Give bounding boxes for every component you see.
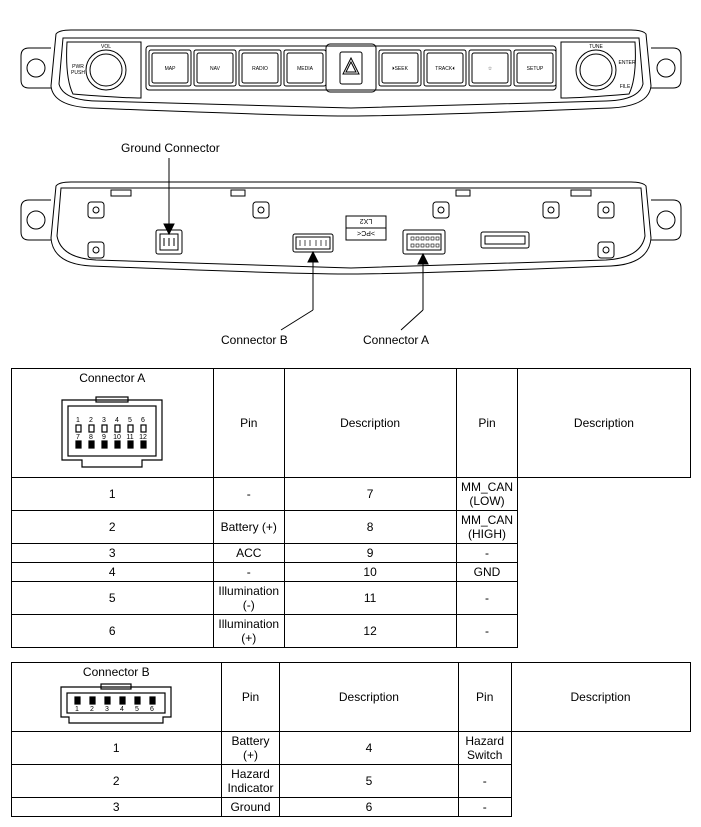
col-pin: Pin <box>458 663 511 732</box>
table-row: 4-10GND <box>11 563 690 582</box>
svg-text:3: 3 <box>102 417 106 424</box>
svg-text:>PC<: >PC< <box>357 229 375 236</box>
svg-text:6: 6 <box>141 417 145 424</box>
svg-text:12: 12 <box>139 434 147 441</box>
table-row: 1-7MM_CAN (LOW) <box>11 478 690 511</box>
svg-text:MAP: MAP <box>164 66 176 72</box>
rear-panel: LX2 >PC< <box>21 182 681 274</box>
front-panel: VOL PWR PUSH TUNE ENTER FILE MAPNAVRADIO… <box>21 30 681 116</box>
ground-connector-label: Ground Connector <box>121 141 220 155</box>
table-row: 6Illumination (+)12- <box>11 615 690 648</box>
col-desc: Description <box>511 663 690 732</box>
svg-text:9: 9 <box>102 434 106 441</box>
svg-text:LX2: LX2 <box>359 217 372 224</box>
svg-text:RADIO: RADIO <box>252 66 268 72</box>
col-desc: Description <box>279 663 458 732</box>
svg-text:☆: ☆ <box>487 66 492 72</box>
table-row: 2Battery (+)8MM_CAN (HIGH) <box>11 511 690 544</box>
svg-text:TUNE: TUNE <box>589 44 603 50</box>
connector-a-table: Connector A 1 7 2 8 3 9 4 10 5 11 6 12 Pin Descript… <box>11 368 691 648</box>
svg-text:2: 2 <box>90 706 94 713</box>
connector-b-title: Connector B <box>16 665 218 679</box>
col-pin: Pin <box>213 369 284 478</box>
table-row: 2Hazard Indicator5- <box>11 765 690 798</box>
svg-text:2: 2 <box>89 417 93 424</box>
col-pin: Pin <box>456 369 518 478</box>
svg-text:10: 10 <box>113 434 121 441</box>
col-desc: Description <box>518 369 690 478</box>
table-row: 5Illumination (-)11- <box>11 582 690 615</box>
svg-text:11: 11 <box>127 434 134 441</box>
svg-text:4: 4 <box>115 417 119 424</box>
svg-text:ENTER: ENTER <box>618 60 635 66</box>
connector-a-title: Connector A <box>16 371 209 385</box>
connector-b-table: Connector B 1 2 3 4 5 6 Pin Description Pin D… <box>11 662 691 817</box>
svg-text:MEDIA: MEDIA <box>297 66 314 72</box>
svg-text:8: 8 <box>89 434 93 441</box>
connector-b-diagram: 1 2 3 4 5 6 <box>41 679 191 729</box>
table-row: 3Ground6- <box>11 798 690 817</box>
svg-text:NAV: NAV <box>210 66 221 72</box>
svg-text:SETUP: SETUP <box>526 66 543 72</box>
connector-a-label: Connector A <box>363 333 429 347</box>
svg-text:7: 7 <box>76 434 80 441</box>
table-row: 3ACC9- <box>11 544 690 563</box>
diagram-area: VOL PWR PUSH TUNE ENTER FILE MAPNAVRADIO… <box>11 10 691 360</box>
svg-text:TRACK⏴: TRACK⏴ <box>435 66 454 72</box>
svg-text:FILE: FILE <box>619 84 630 90</box>
svg-text:4: 4 <box>120 706 124 713</box>
svg-text:⏵SEEK: ⏵SEEK <box>392 66 409 72</box>
connector-b-label: Connector B <box>221 333 288 347</box>
device-illustrations: VOL PWR PUSH TUNE ENTER FILE MAPNAVRADIO… <box>11 10 691 360</box>
svg-text:6: 6 <box>150 706 154 713</box>
col-desc: Description <box>284 369 456 478</box>
svg-text:5: 5 <box>135 706 139 713</box>
svg-text:5: 5 <box>128 417 132 424</box>
table-row: 1Battery (+)4Hazard Switch <box>11 732 690 765</box>
svg-text:3: 3 <box>105 706 109 713</box>
col-pin: Pin <box>222 663 280 732</box>
connector-a-diagram: 1 7 2 8 3 9 4 10 5 11 6 12 <box>42 385 182 475</box>
svg-text:1: 1 <box>76 417 80 424</box>
connector-a-header-cell: Connector A 1 7 2 8 3 9 4 10 5 11 6 12 <box>11 369 213 478</box>
connector-b-header-cell: Connector B 1 2 3 4 5 6 <box>11 663 222 732</box>
svg-text:VOL: VOL <box>100 44 110 50</box>
svg-text:1: 1 <box>75 706 79 713</box>
svg-text:PUSH: PUSH <box>71 70 85 76</box>
